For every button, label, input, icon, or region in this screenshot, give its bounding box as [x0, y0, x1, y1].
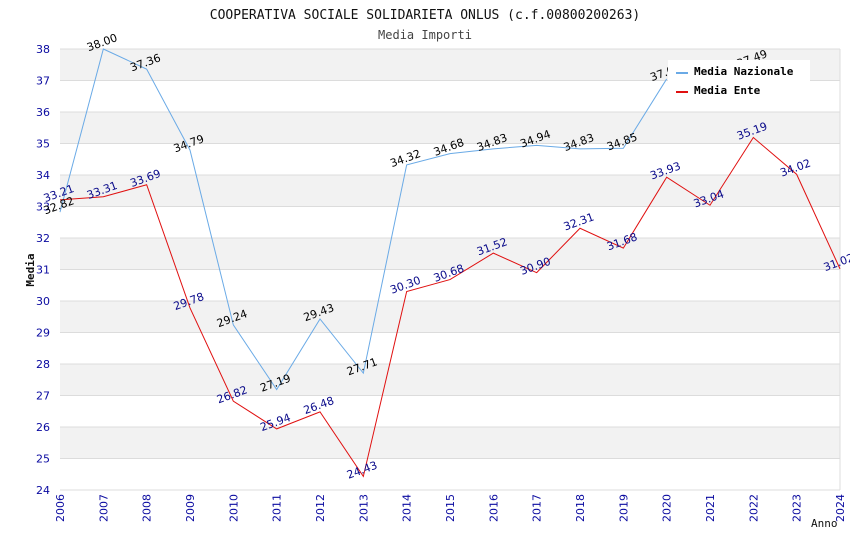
y-axis-title: Media [24, 253, 37, 286]
series-line-0-seg-0 [59, 48, 668, 391]
band-33 [60, 175, 840, 207]
x-tick-label: 2023 [791, 494, 804, 522]
x-tick-label: 2009 [184, 494, 197, 522]
legend: Media Nazionale Media Ente [668, 60, 810, 100]
plot-background-bands [60, 49, 840, 459]
y-tick-labels: 24 25 26 27 28 29 30 31 32 33 34 35 36 37 38 [36, 43, 50, 497]
y-tick-label: 25 [36, 453, 50, 466]
x-tick-label: 2024 [834, 494, 847, 522]
series-line-1-seg-0 [59, 136, 841, 478]
y-tick-label: 37 [36, 75, 50, 88]
y-tick-label: 29 [36, 327, 50, 340]
chart-title: COOPERATIVA SOCIALE SOLIDARIETA ONLUS (c… [210, 8, 640, 23]
data-label-ente: 24.43 [345, 459, 379, 482]
x-tick-label: 2021 [704, 494, 717, 522]
x-tick-label: 2010 [227, 494, 240, 522]
band-31 [60, 238, 840, 270]
x-tick-label: 2020 [661, 494, 674, 522]
y-tick-label: 34 [36, 169, 50, 182]
x-tick-label: 2016 [487, 494, 500, 522]
gridlines [60, 48, 841, 491]
x-tick-label: 2008 [141, 494, 154, 522]
series-lines [59, 48, 841, 478]
data-label-ente: 26.48 [302, 394, 336, 417]
x-tick-label: 2022 [747, 494, 760, 522]
band-35 [60, 112, 840, 144]
x-tick-label: 2011 [271, 494, 284, 522]
x-tick-label: 2012 [314, 494, 327, 522]
y-tick-label: 28 [36, 358, 50, 371]
y-tick-label: 31 [36, 264, 50, 277]
chart-subtitle: Media Importi [378, 28, 472, 42]
band-27 [60, 364, 840, 396]
legend-label-ente: Media Ente [694, 84, 761, 97]
y-tick-label: 38 [36, 43, 50, 56]
x-tick-labels: 2006 2007 2008 2009 2010 2011 2012 2013 2014 2015… [54, 494, 847, 522]
x-tick-label: 2007 [97, 494, 110, 522]
legend-box [668, 60, 810, 100]
data-label-nazionale: 34.32 [388, 147, 422, 170]
x-tick-label: 2013 [357, 494, 370, 522]
x-tick-label: 2006 [54, 494, 67, 522]
y-tick-label: 24 [36, 484, 50, 497]
y-tick-label: 30 [36, 295, 50, 308]
x-tick-label: 2014 [401, 494, 414, 522]
data-label-ente: 30.30 [388, 274, 422, 297]
y-tick-label: 32 [36, 232, 50, 245]
x-tick-label: 2017 [531, 494, 544, 522]
x-axis-title: Anno [811, 517, 838, 530]
band-25 [60, 427, 840, 459]
band-29 [60, 301, 840, 333]
x-tick-label: 2018 [574, 494, 587, 522]
x-tick-label: 2019 [617, 494, 630, 522]
x-tick-label: 2015 [444, 494, 457, 522]
y-tick-label: 33 [36, 201, 50, 214]
legend-label-nazionale: Media Nazionale [694, 65, 794, 78]
y-tick-label: 26 [36, 421, 50, 434]
y-tick-label: 27 [36, 390, 50, 403]
y-tick-label: 35 [36, 138, 50, 151]
y-tick-label: 36 [36, 106, 50, 119]
